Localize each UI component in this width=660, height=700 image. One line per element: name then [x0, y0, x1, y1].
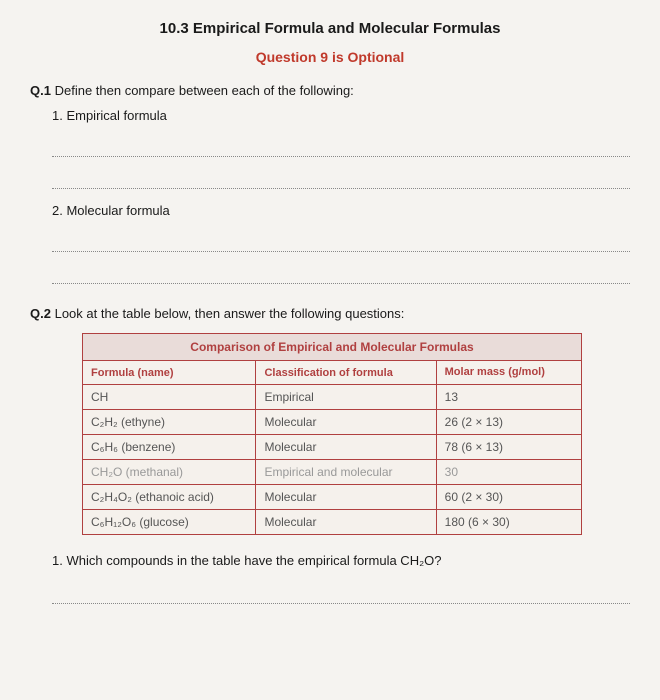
- table-caption: Comparison of Empirical and Molecular Fo…: [83, 334, 582, 361]
- q2-subquestion: 1. Which compounds in the table have the…: [52, 553, 630, 568]
- q2-label: Q.2: [30, 306, 51, 321]
- table-cell: C₆H₁₂O₆ (glucose): [83, 510, 256, 535]
- q2-sub-num: 1.: [52, 553, 63, 568]
- table-cell: C₂H₄O₂ (ethanoic acid): [83, 485, 256, 510]
- table-cell: C₂H₂ (ethyne): [83, 410, 256, 435]
- answer-line: [52, 266, 630, 284]
- table-cell: Empirical: [256, 385, 436, 410]
- q1-item-1: 1. Empirical formula: [52, 108, 630, 123]
- table-cell: Molecular: [256, 485, 436, 510]
- table-row: CHEmpirical13: [83, 385, 582, 410]
- answer-line: [52, 171, 630, 189]
- answer-line: [52, 139, 630, 157]
- q1-prompt: Define then compare between each of the …: [55, 83, 354, 98]
- table-row: C₆H₁₂O₆ (glucose)Molecular180 (6 × 30): [83, 510, 582, 535]
- question-2: Q.2 Look at the table below, then answer…: [30, 306, 630, 321]
- table-cell: CH: [83, 385, 256, 410]
- col-class: Classification of formula: [256, 361, 436, 385]
- table-row: C₂H₄O₂ (ethanoic acid)Molecular60 (2 × 3…: [83, 485, 582, 510]
- answer-line: [52, 586, 630, 604]
- table-cell: 13: [436, 385, 581, 410]
- table-cell: CH₂O (methanal): [83, 460, 256, 485]
- comparison-table-wrap: Comparison of Empirical and Molecular Fo…: [82, 333, 582, 535]
- table-row: C₂H₂ (ethyne)Molecular26 (2 × 13): [83, 410, 582, 435]
- comparison-table: Comparison of Empirical and Molecular Fo…: [82, 333, 582, 535]
- answer-line: [52, 234, 630, 252]
- q2-prompt: Look at the table below, then answer the…: [55, 306, 405, 321]
- table-row: CH₂O (methanal)Empirical and molecular30: [83, 460, 582, 485]
- table-cell: 78 (6 × 13): [436, 435, 581, 460]
- table-cell: Empirical and molecular: [256, 460, 436, 485]
- table-cell: 180 (6 × 30): [436, 510, 581, 535]
- table-cell: 60 (2 × 30): [436, 485, 581, 510]
- table-row: C₆H₆ (benzene)Molecular78 (6 × 13): [83, 435, 582, 460]
- table-cell: Molecular: [256, 435, 436, 460]
- table-cell: 26 (2 × 13): [436, 410, 581, 435]
- q1-label: Q.1: [30, 83, 51, 98]
- question-1: Q.1 Define then compare between each of …: [30, 83, 630, 98]
- q2-sub-text: Which compounds in the table have the em…: [66, 553, 441, 568]
- table-cell: 30: [436, 460, 581, 485]
- table-cell: Molecular: [256, 410, 436, 435]
- table-cell: Molecular: [256, 510, 436, 535]
- col-formula: Formula (name): [83, 361, 256, 385]
- page-title: 10.3 Empirical Formula and Molecular For…: [30, 20, 630, 37]
- page-subtitle: Question 9 is Optional: [30, 49, 630, 65]
- col-mass: Molar mass (g/mol): [436, 361, 581, 385]
- q1-item-2: 2. Molecular formula: [52, 203, 630, 218]
- table-cell: C₆H₆ (benzene): [83, 435, 256, 460]
